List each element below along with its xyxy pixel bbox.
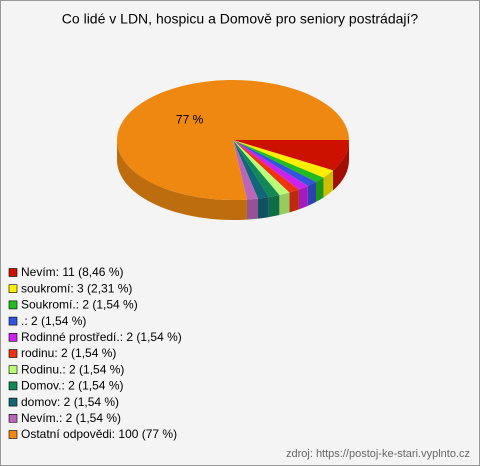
- slice: [233, 140, 280, 198]
- slice: [233, 140, 333, 178]
- slice-side: [279, 192, 290, 216]
- slice-side: [117, 140, 247, 220]
- legend-label: Nevím.: 2 (1,54 %): [21, 411, 121, 425]
- legend-label: Soukromí.: 2 (1,54 %): [21, 298, 138, 312]
- legend-swatch: [8, 300, 18, 310]
- legend-label: .: 2 (1,54 %): [21, 314, 86, 328]
- legend-swatch: [8, 349, 18, 358]
- data-label: 77 %: [176, 112, 204, 126]
- slice-side: [316, 177, 324, 202]
- legend-label: Nevím: 11 (8,46 %): [21, 265, 123, 279]
- legend-label: soukromí: 3 (2,31 %): [21, 281, 132, 295]
- legend-swatch: [8, 316, 18, 326]
- slice-side: [298, 185, 308, 210]
- slice: [233, 140, 269, 199]
- slice: [233, 140, 290, 196]
- legend-swatch: [8, 430, 18, 439]
- slice-side: [268, 195, 280, 218]
- slice: [233, 140, 317, 186]
- slice: [233, 140, 299, 193]
- legend-label: Domov.: 2 (1,54 %): [21, 379, 123, 393]
- slice: [117, 80, 350, 201]
- legend-swatch: [8, 365, 18, 375]
- legend-swatch: [8, 268, 18, 277]
- slice-side: [289, 189, 299, 213]
- slice: [233, 140, 324, 182]
- source: zdroj: https://postoj-ke-stari.vyplnto.c…: [286, 448, 470, 460]
- legend-label: Rodinné prostředí.: 2 (1,54 %): [21, 330, 182, 344]
- legend-swatch: [8, 381, 18, 391]
- slice-side: [323, 170, 333, 198]
- legend-swatch: [8, 397, 18, 407]
- chart-title: Co lidé v LDN, hospicu a Domově pro seni…: [62, 11, 419, 27]
- slice-side: [258, 197, 269, 219]
- slice: [233, 140, 259, 200]
- legend-label: domov: 2 (1,54 %): [21, 395, 119, 409]
- legend-swatch: [8, 413, 18, 423]
- legend-label: rodinu: 2 (1,54 %): [21, 346, 116, 360]
- slice: [233, 140, 349, 171]
- slice-side: [246, 198, 259, 220]
- legend-label: Rodinu.: 2 (1,54 %): [21, 362, 124, 376]
- slice: [233, 140, 308, 190]
- slice-side: [307, 181, 317, 206]
- slice-side: [332, 140, 349, 191]
- legend-label: Ostatní odpovědi: 100 (77 %): [21, 427, 177, 441]
- legend-swatch: [8, 284, 18, 294]
- legend-swatch: [8, 332, 18, 342]
